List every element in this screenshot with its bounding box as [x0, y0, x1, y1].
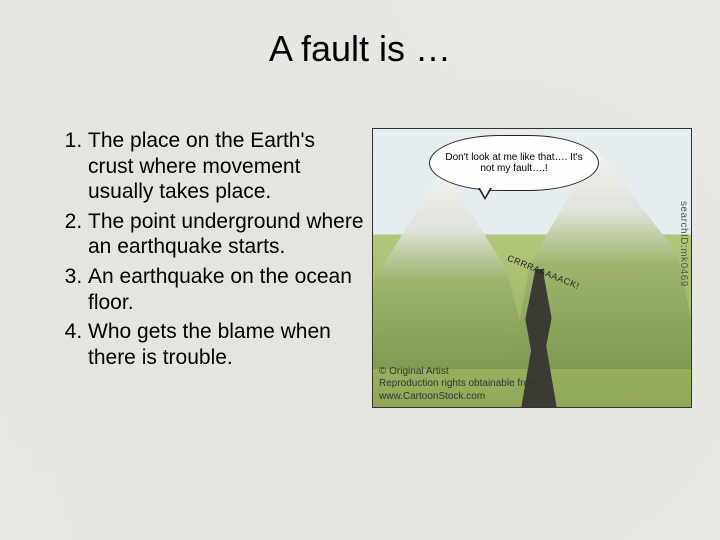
- image-credits: © Original Artist Reproduction rights ob…: [379, 366, 537, 404]
- definitions-column: The place on the Earth's crust where mov…: [44, 128, 364, 408]
- cartoon-image: CRRRAAAAACK! Don't look at me like that……: [372, 128, 692, 408]
- slide: A fault is … The place on the Earth's cr…: [0, 0, 720, 540]
- definition-item: The place on the Earth's crust where mov…: [88, 128, 364, 205]
- mountain-left-icon: [372, 169, 533, 369]
- credit-line: Reproduction rights obtainable from: [379, 378, 537, 391]
- definition-item: Who gets the blame when there is trouble…: [88, 319, 364, 370]
- watermark-text: searchID:mk0469: [678, 201, 689, 287]
- definition-item: The point underground where an earthquak…: [88, 209, 364, 260]
- cartoon-column: CRRRAAAAACK! Don't look at me like that……: [372, 128, 692, 408]
- credit-line: © Original Artist: [379, 366, 537, 379]
- definition-item: An earthquake on the ocean floor.: [88, 264, 364, 315]
- speech-text: Don't look at me like that…. It's not my…: [440, 152, 588, 175]
- slide-title: A fault is …: [0, 28, 720, 70]
- definitions-list: The place on the Earth's crust where mov…: [44, 128, 364, 370]
- speech-bubble: Don't look at me like that…. It's not my…: [429, 135, 599, 191]
- credit-line: www.CartoonStock.com: [379, 391, 537, 404]
- content-row: The place on the Earth's crust where mov…: [44, 128, 700, 408]
